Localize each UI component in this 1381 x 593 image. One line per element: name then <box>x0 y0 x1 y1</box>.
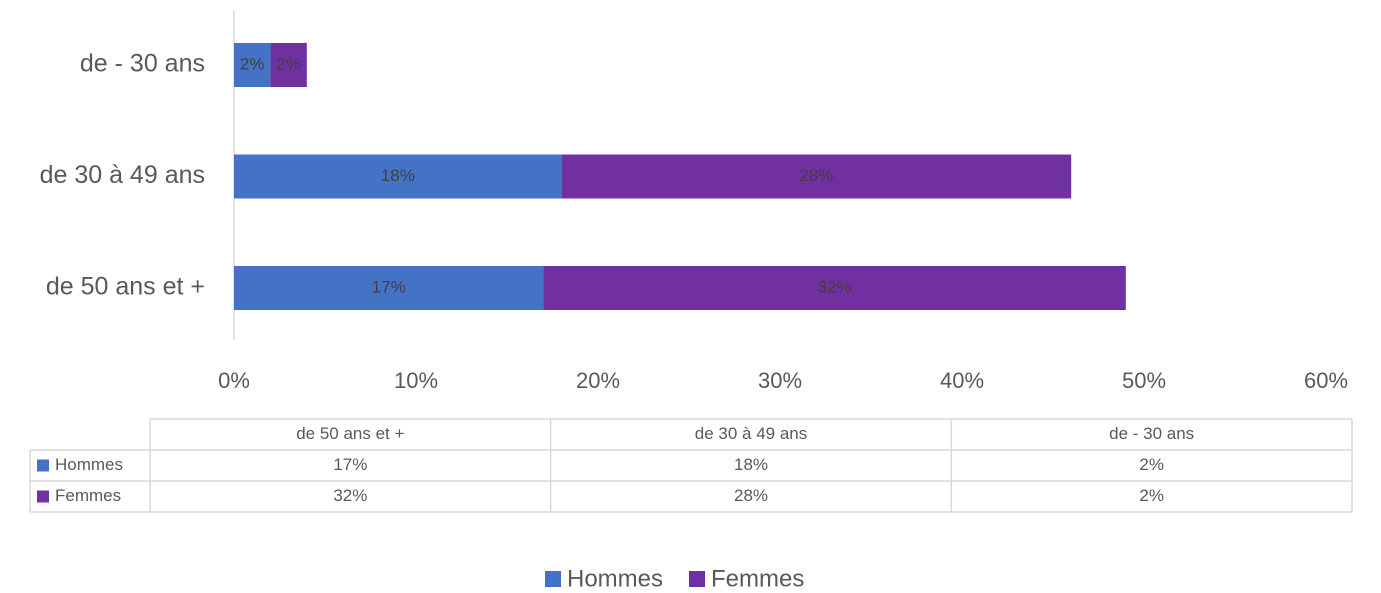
x-tick-label: 10% <box>394 368 438 393</box>
bar-segment <box>234 266 544 310</box>
table-header: de 30 à 49 ans <box>695 424 807 443</box>
bar-segment <box>234 154 562 199</box>
table-legend-key <box>37 459 49 472</box>
table-cell: 18% <box>734 455 768 474</box>
y-tick-label: de 30 à 49 ans <box>40 161 205 189</box>
legend-key <box>689 571 706 587</box>
bar-segment <box>234 43 271 87</box>
table-header: de - 30 ans <box>1109 424 1194 443</box>
legend-label: Hommes <box>567 565 663 592</box>
data-label: 2% <box>276 54 301 73</box>
x-tick-label: 30% <box>758 368 802 393</box>
legend-label: Femmes <box>711 565 804 592</box>
x-tick-label: 50% <box>1122 368 1166 393</box>
y-tick-label: de 50 ans et + <box>46 273 205 301</box>
data-label: 18% <box>381 166 415 185</box>
table-series-name: Femmes <box>55 486 121 505</box>
data-label: 2% <box>240 54 265 73</box>
table-cell: 2% <box>1139 486 1164 505</box>
bar-segment <box>270 43 307 87</box>
bar-segment <box>543 266 1126 310</box>
table-cell: 2% <box>1139 455 1164 474</box>
x-tick-label: 20% <box>576 368 620 393</box>
x-tick-label: 60% <box>1304 368 1348 393</box>
table-cell: 28% <box>734 486 768 505</box>
data-label: 17% <box>372 277 406 296</box>
table-series-name: Hommes <box>55 455 123 474</box>
data-label: 32% <box>818 277 852 296</box>
y-tick-label: de - 30 ans <box>80 50 205 78</box>
table-header: de 50 ans et + <box>296 424 404 443</box>
bar-segment <box>561 154 1072 199</box>
x-tick-label: 0% <box>218 368 250 393</box>
table-legend-key <box>37 490 49 503</box>
x-tick-label: 40% <box>940 368 984 393</box>
data-label: 28% <box>799 166 833 185</box>
table-cell: 32% <box>333 486 367 505</box>
legend-key <box>545 571 561 587</box>
table-cell: 17% <box>333 455 367 474</box>
